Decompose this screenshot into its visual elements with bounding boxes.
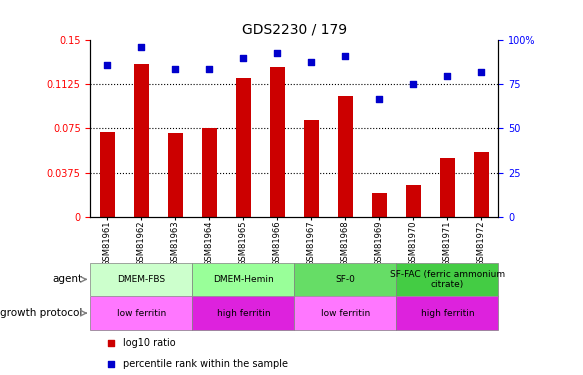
Bar bbox=[202, 129, 217, 217]
Bar bbox=[236, 78, 251, 217]
Bar bbox=[100, 132, 115, 217]
Point bbox=[475, 94, 484, 100]
Point bbox=[103, 62, 112, 68]
Text: DMEM-FBS: DMEM-FBS bbox=[117, 275, 166, 284]
Bar bbox=[192, 262, 294, 296]
Point bbox=[205, 66, 214, 72]
Bar bbox=[192, 296, 294, 330]
Bar bbox=[134, 64, 149, 217]
Bar bbox=[294, 296, 396, 330]
Text: growth protocol: growth protocol bbox=[0, 308, 82, 318]
Bar bbox=[304, 120, 319, 217]
Point bbox=[238, 55, 248, 61]
Text: agent: agent bbox=[52, 274, 82, 284]
Bar bbox=[396, 296, 498, 330]
Text: high ferritin: high ferritin bbox=[217, 309, 270, 318]
Bar bbox=[440, 158, 455, 217]
Bar bbox=[90, 262, 192, 296]
Text: DMEM-Hemin: DMEM-Hemin bbox=[213, 275, 274, 284]
Text: log10 ratio: log10 ratio bbox=[123, 338, 175, 348]
Bar bbox=[90, 296, 192, 330]
Point bbox=[442, 73, 452, 79]
Text: high ferritin: high ferritin bbox=[421, 309, 474, 318]
Bar bbox=[474, 152, 489, 217]
Bar bbox=[294, 262, 396, 296]
Text: SF-FAC (ferric ammonium
citrate): SF-FAC (ferric ammonium citrate) bbox=[390, 270, 505, 289]
Bar bbox=[270, 68, 285, 217]
Point bbox=[136, 44, 146, 50]
Bar bbox=[372, 193, 387, 217]
Text: low ferritin: low ferritin bbox=[321, 309, 370, 318]
Point bbox=[171, 66, 180, 72]
Bar bbox=[406, 185, 421, 217]
Text: percentile rank within the sample: percentile rank within the sample bbox=[123, 359, 288, 369]
Text: low ferritin: low ferritin bbox=[117, 309, 166, 318]
Text: SF-0: SF-0 bbox=[335, 275, 356, 284]
Bar bbox=[168, 133, 183, 217]
Point bbox=[307, 58, 316, 64]
Bar bbox=[396, 262, 498, 296]
Point bbox=[375, 96, 384, 102]
Title: GDS2230 / 179: GDS2230 / 179 bbox=[242, 22, 347, 36]
Point bbox=[475, 281, 484, 287]
Point bbox=[477, 69, 486, 75]
Point bbox=[340, 53, 350, 59]
Bar bbox=[338, 96, 353, 217]
Point bbox=[273, 50, 282, 56]
Point bbox=[409, 81, 418, 87]
